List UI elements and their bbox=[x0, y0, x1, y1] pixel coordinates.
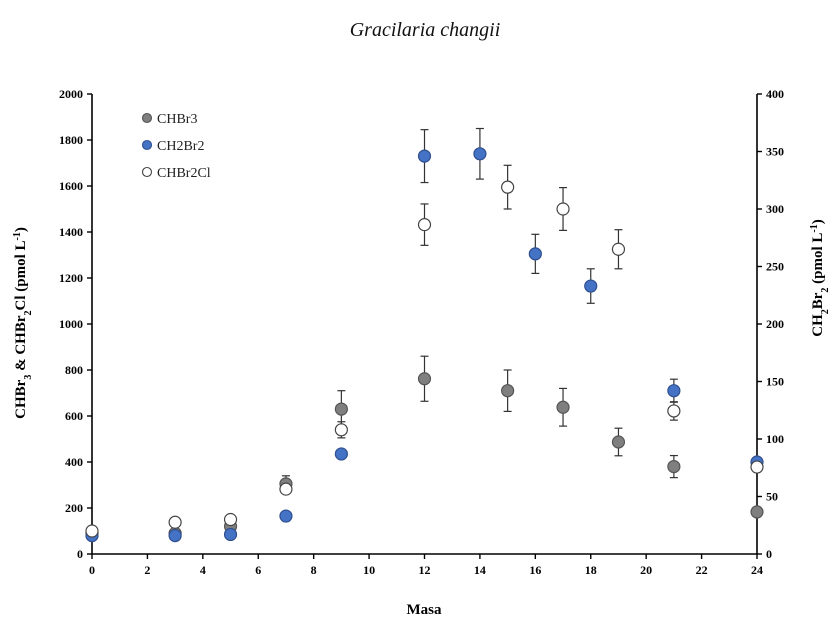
data-point-chbr2cl bbox=[279, 482, 293, 496]
data-point-chbr2cl bbox=[556, 202, 570, 216]
tick-labels: 0 2 4 6 8 10 12 14 16 18 20 22 240200400600800100012… bbox=[59, 87, 784, 577]
x-tick-label: 8 bbox=[311, 563, 317, 577]
x-tick-label: 22 bbox=[696, 563, 708, 577]
data-point-ch2br2 bbox=[584, 279, 598, 293]
legend: CHBr3 CH2Br2 CHBr2Cl bbox=[141, 112, 211, 181]
data-point-chbr3 bbox=[417, 372, 432, 386]
x-tick-label: 4 bbox=[200, 563, 206, 577]
x-tick-label: 16 bbox=[529, 563, 541, 577]
x-tick-label: 2 bbox=[144, 563, 150, 577]
y-right-tick-label: 0 bbox=[766, 547, 772, 561]
data-series bbox=[85, 127, 764, 543]
y-axis-title-right: CH2Br2 (pmol L-1) bbox=[809, 219, 831, 337]
data-point-ch2br2 bbox=[667, 384, 681, 398]
data-point-chbr2cl bbox=[168, 515, 182, 529]
legend-marker-chbr3 bbox=[141, 112, 153, 124]
x-axis-title: Masa bbox=[407, 602, 442, 617]
chart-title: Gracilaria changii bbox=[350, 19, 501, 41]
data-point-chbr2cl bbox=[501, 180, 515, 194]
legend-label-chbr2cl: CHBr2Cl bbox=[157, 166, 211, 181]
data-point-chbr3 bbox=[334, 402, 348, 416]
x-tick-label: 24 bbox=[751, 563, 763, 577]
series-chbr2cl bbox=[85, 164, 764, 538]
y-axis-title-left: CHBr3 & CHBr2Cl (pmol L-1) bbox=[12, 227, 34, 419]
y-right-tick-label: 250 bbox=[766, 260, 784, 274]
y-right-tick-label: 50 bbox=[766, 490, 778, 504]
x-tick-label: 0 bbox=[89, 563, 95, 577]
data-point-chbr3 bbox=[556, 400, 570, 414]
y-right-tick-label: 300 bbox=[766, 202, 784, 216]
series-chbr3 bbox=[85, 355, 764, 540]
data-point-ch2br2 bbox=[168, 528, 182, 543]
data-point-chbr3 bbox=[750, 505, 764, 519]
y-left-tick-label: 1000 bbox=[59, 317, 83, 331]
y-left-tick-label: 800 bbox=[65, 363, 83, 377]
data-point-chbr2cl bbox=[611, 242, 626, 256]
data-point-ch2br2 bbox=[473, 147, 487, 161]
y-left-tick-label: 600 bbox=[65, 409, 83, 423]
data-point-chbr2cl bbox=[334, 423, 348, 437]
data-point-chbr3 bbox=[611, 435, 626, 449]
y-left-tick-label: 1200 bbox=[59, 271, 83, 285]
data-point-ch2br2 bbox=[528, 247, 542, 261]
data-point-chbr2cl bbox=[223, 512, 238, 527]
y-left-tick-label: 1400 bbox=[59, 225, 83, 239]
data-point-ch2br2 bbox=[223, 527, 238, 542]
data-point-ch2br2 bbox=[279, 509, 293, 523]
data-point-chbr2cl bbox=[667, 404, 681, 418]
y-right-tick-label: 150 bbox=[766, 375, 784, 389]
y-right-tick-label: 200 bbox=[766, 317, 784, 331]
x-tick-label: 6 bbox=[255, 563, 261, 577]
data-point-ch2br2 bbox=[334, 447, 348, 461]
x-tick-label: 18 bbox=[585, 563, 597, 577]
series-ch2br2 bbox=[85, 127, 764, 543]
y-right-tick-label: 350 bbox=[766, 145, 784, 159]
y-right-tick-label: 400 bbox=[766, 87, 784, 101]
x-tick-label: 20 bbox=[640, 563, 652, 577]
y-left-tick-label: 1800 bbox=[59, 133, 83, 147]
data-point-chbr3 bbox=[501, 384, 515, 398]
data-point-chbr2cl bbox=[750, 460, 764, 474]
data-point-chbr3 bbox=[667, 460, 681, 474]
legend-marker-chbr2cl bbox=[141, 166, 153, 178]
y-left-tick-label: 2000 bbox=[59, 87, 83, 101]
axes bbox=[87, 93, 762, 559]
data-point-chbr2cl bbox=[417, 218, 432, 232]
data-point-ch2br2 bbox=[417, 149, 432, 163]
legend-label-chbr3: CHBr3 bbox=[157, 112, 197, 127]
y-left-tick-label: 0 bbox=[77, 547, 83, 561]
y-left-tick-label: 400 bbox=[65, 455, 83, 469]
y-left-tick-label: 1600 bbox=[59, 179, 83, 193]
x-tick-label: 12 bbox=[419, 563, 431, 577]
data-point-chbr2cl bbox=[85, 524, 99, 538]
y-right-tick-label: 100 bbox=[766, 432, 784, 446]
legend-marker-ch2br2 bbox=[141, 139, 153, 151]
y-left-tick-label: 200 bbox=[65, 501, 83, 515]
legend-label-ch2br2: CH2Br2 bbox=[157, 139, 204, 154]
x-tick-label: 14 bbox=[474, 563, 486, 577]
x-tick-label: 10 bbox=[363, 563, 375, 577]
